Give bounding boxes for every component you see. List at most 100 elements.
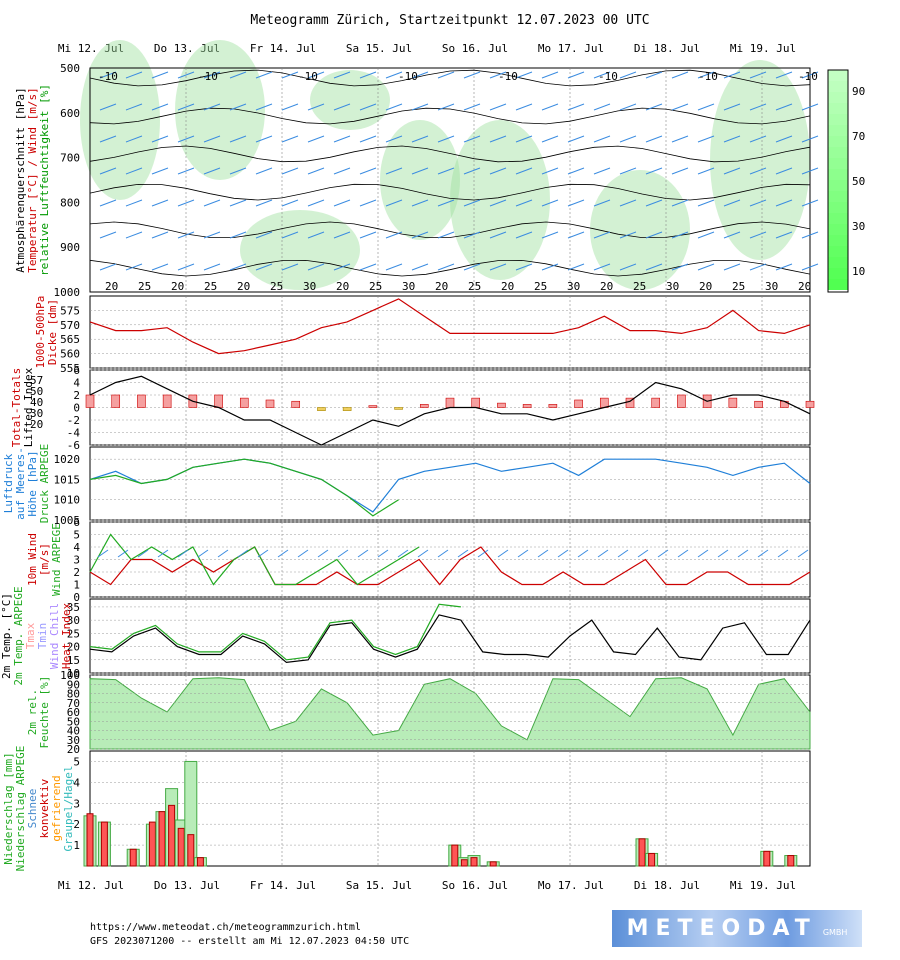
wind-barb bbox=[593, 231, 611, 239]
panel-frame bbox=[89, 67, 811, 293]
wind-barb bbox=[333, 135, 351, 143]
wind-barb bbox=[619, 71, 637, 79]
precip-bar-gfs bbox=[168, 804, 176, 867]
day-label-bottom: Sa 15. Jul bbox=[346, 879, 412, 892]
y-tick-label: 1015 bbox=[54, 473, 81, 486]
wind-barb bbox=[333, 71, 351, 79]
wind-barb bbox=[723, 135, 741, 143]
wind-barb bbox=[593, 263, 611, 271]
wind-arrow bbox=[597, 549, 609, 558]
wind-barb bbox=[203, 231, 221, 239]
total-totals-bar bbox=[728, 397, 738, 408]
colorbar-segment bbox=[828, 279, 848, 290]
colorbar-segment bbox=[828, 147, 848, 158]
wind-barb bbox=[489, 231, 507, 239]
wind-barb bbox=[151, 135, 169, 143]
colorbar-tick: 90 bbox=[852, 85, 865, 98]
wind-barb bbox=[463, 71, 481, 79]
colorbar-segment bbox=[828, 169, 848, 180]
y-tick-label: 6 bbox=[73, 364, 80, 377]
wind-barb bbox=[177, 231, 195, 239]
day-label-top: So 16. Jul bbox=[442, 42, 508, 55]
y-tick-label: 6 bbox=[73, 516, 80, 529]
wind-arrow bbox=[537, 549, 549, 558]
temperature-label: -10 bbox=[798, 70, 818, 83]
wind-arrow bbox=[757, 549, 769, 558]
wind-barb bbox=[541, 199, 559, 207]
total-totals-bar bbox=[754, 400, 763, 408]
y-tick-label: 4 bbox=[73, 377, 80, 390]
y-tick-label: 575 bbox=[60, 304, 80, 317]
wind-barb bbox=[359, 263, 377, 271]
temperature-label: 25 bbox=[468, 280, 481, 293]
colorbar-tick: 30 bbox=[852, 220, 865, 233]
day-label-top: Mo 17. Jul bbox=[538, 42, 604, 55]
wind-barb bbox=[749, 199, 767, 207]
wind-barb bbox=[385, 135, 403, 143]
wind-arrow bbox=[677, 549, 689, 558]
wind-barb bbox=[775, 103, 793, 111]
day-label-top: Di 18. Jul bbox=[634, 42, 700, 55]
wind-barb bbox=[125, 263, 143, 271]
wind-barb bbox=[671, 231, 689, 239]
wind-barb bbox=[515, 103, 533, 111]
wind-barb bbox=[697, 231, 715, 239]
wind-barb bbox=[489, 199, 507, 207]
wind-barb bbox=[177, 103, 195, 111]
wind-barb bbox=[99, 199, 117, 207]
wind-barb bbox=[801, 167, 819, 175]
wind-barb bbox=[307, 199, 325, 207]
colorbar-segment bbox=[828, 136, 848, 147]
y-tick-label: 500 bbox=[60, 62, 80, 75]
precip-bar-gfs bbox=[451, 844, 459, 867]
total-totals-bar bbox=[317, 407, 326, 411]
footer-url[interactable]: https://www.meteodat.ch/meteogrammzurich… bbox=[90, 922, 361, 933]
wind-barb bbox=[463, 231, 481, 239]
wind-barb bbox=[723, 167, 741, 175]
y-tick-label: 0 bbox=[73, 402, 80, 415]
wind-barb bbox=[437, 103, 455, 111]
y-tick-label: 1 bbox=[73, 839, 80, 852]
wind-arrow bbox=[497, 549, 509, 558]
temperature-line-arpege bbox=[89, 603, 461, 661]
total-totals-bar bbox=[805, 400, 815, 408]
panel-side-label: gefrierend bbox=[50, 775, 63, 841]
tt-label: 40 bbox=[30, 396, 43, 409]
wind-barb bbox=[203, 135, 221, 143]
wind-barb bbox=[697, 263, 715, 271]
wind-arrow bbox=[117, 549, 129, 558]
wind-barb bbox=[333, 231, 351, 239]
wind-barb bbox=[203, 199, 221, 207]
wind-arrow bbox=[97, 549, 109, 558]
wind-barb bbox=[593, 199, 611, 207]
precip-bar-gfs bbox=[129, 848, 137, 867]
wind-barb bbox=[567, 199, 585, 207]
wind-barb bbox=[775, 199, 793, 207]
wind-arrow bbox=[477, 549, 489, 558]
temperature-label: 30 bbox=[666, 280, 679, 293]
wind-barb bbox=[567, 103, 585, 111]
wind-barb bbox=[567, 135, 585, 143]
logo-subtext: GMBH bbox=[822, 928, 848, 937]
wind-arrow bbox=[657, 549, 669, 558]
y-tick-label: 3 bbox=[73, 554, 80, 567]
colorbar-segment bbox=[828, 70, 848, 81]
panel-side-label: [m/s] bbox=[38, 543, 51, 576]
wind-barb bbox=[385, 263, 403, 271]
wind-barb bbox=[515, 231, 533, 239]
wind-barb bbox=[697, 167, 715, 175]
wind-barb bbox=[619, 167, 637, 175]
colorbar-segment bbox=[828, 103, 848, 114]
wind-barb bbox=[671, 135, 689, 143]
total-totals-bar bbox=[85, 394, 95, 408]
day-label-bottom: Mi 19. Jul bbox=[730, 879, 796, 892]
y-tick-label: 3 bbox=[73, 797, 80, 810]
panel-side-label: Druck ARPEGE bbox=[38, 444, 51, 523]
wind-line-gfs bbox=[89, 546, 811, 586]
wind-barb bbox=[229, 71, 247, 79]
y-tick-label: 700 bbox=[60, 152, 80, 165]
precip-bar-gfs bbox=[489, 861, 497, 867]
precip-bar-gfs bbox=[187, 834, 195, 867]
wind-barb bbox=[515, 135, 533, 143]
total-totals-bar bbox=[677, 394, 686, 408]
